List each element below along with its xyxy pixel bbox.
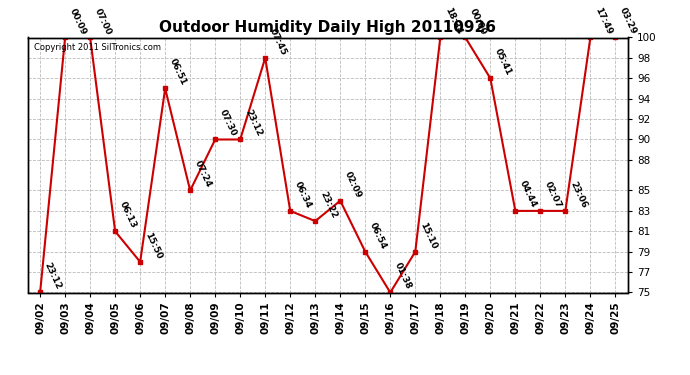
Text: 18:34: 18:34 — [443, 6, 464, 36]
Title: Outdoor Humidity Daily High 20110926: Outdoor Humidity Daily High 20110926 — [159, 20, 496, 35]
Text: 17:49: 17:49 — [593, 6, 613, 36]
Text: 23:06: 23:06 — [568, 180, 589, 210]
Text: 06:34: 06:34 — [293, 180, 313, 210]
Text: 04:44: 04:44 — [518, 180, 538, 210]
Text: 02:07: 02:07 — [543, 180, 563, 210]
Text: Copyright 2011 SilTronics.com: Copyright 2011 SilTronics.com — [34, 43, 161, 52]
Text: 06:51: 06:51 — [168, 57, 188, 87]
Text: 15:50: 15:50 — [143, 231, 163, 261]
Text: 07:00: 07:00 — [93, 7, 113, 36]
Text: 07:24: 07:24 — [193, 159, 213, 189]
Text: 23:12: 23:12 — [43, 261, 63, 291]
Text: 00:09: 00:09 — [68, 7, 88, 36]
Text: 15:10: 15:10 — [418, 220, 438, 250]
Text: 02:09: 02:09 — [343, 170, 363, 199]
Text: 00:00: 00:00 — [468, 7, 488, 36]
Text: 01:38: 01:38 — [393, 261, 413, 291]
Text: 06:54: 06:54 — [368, 220, 388, 250]
Text: 07:30: 07:30 — [218, 108, 238, 138]
Text: 03:29: 03:29 — [618, 6, 638, 36]
Text: 07:45: 07:45 — [268, 27, 288, 57]
Text: 06:13: 06:13 — [118, 200, 138, 230]
Text: 23:22: 23:22 — [318, 190, 338, 220]
Text: 23:12: 23:12 — [243, 108, 264, 138]
Text: 05:41: 05:41 — [493, 47, 513, 77]
